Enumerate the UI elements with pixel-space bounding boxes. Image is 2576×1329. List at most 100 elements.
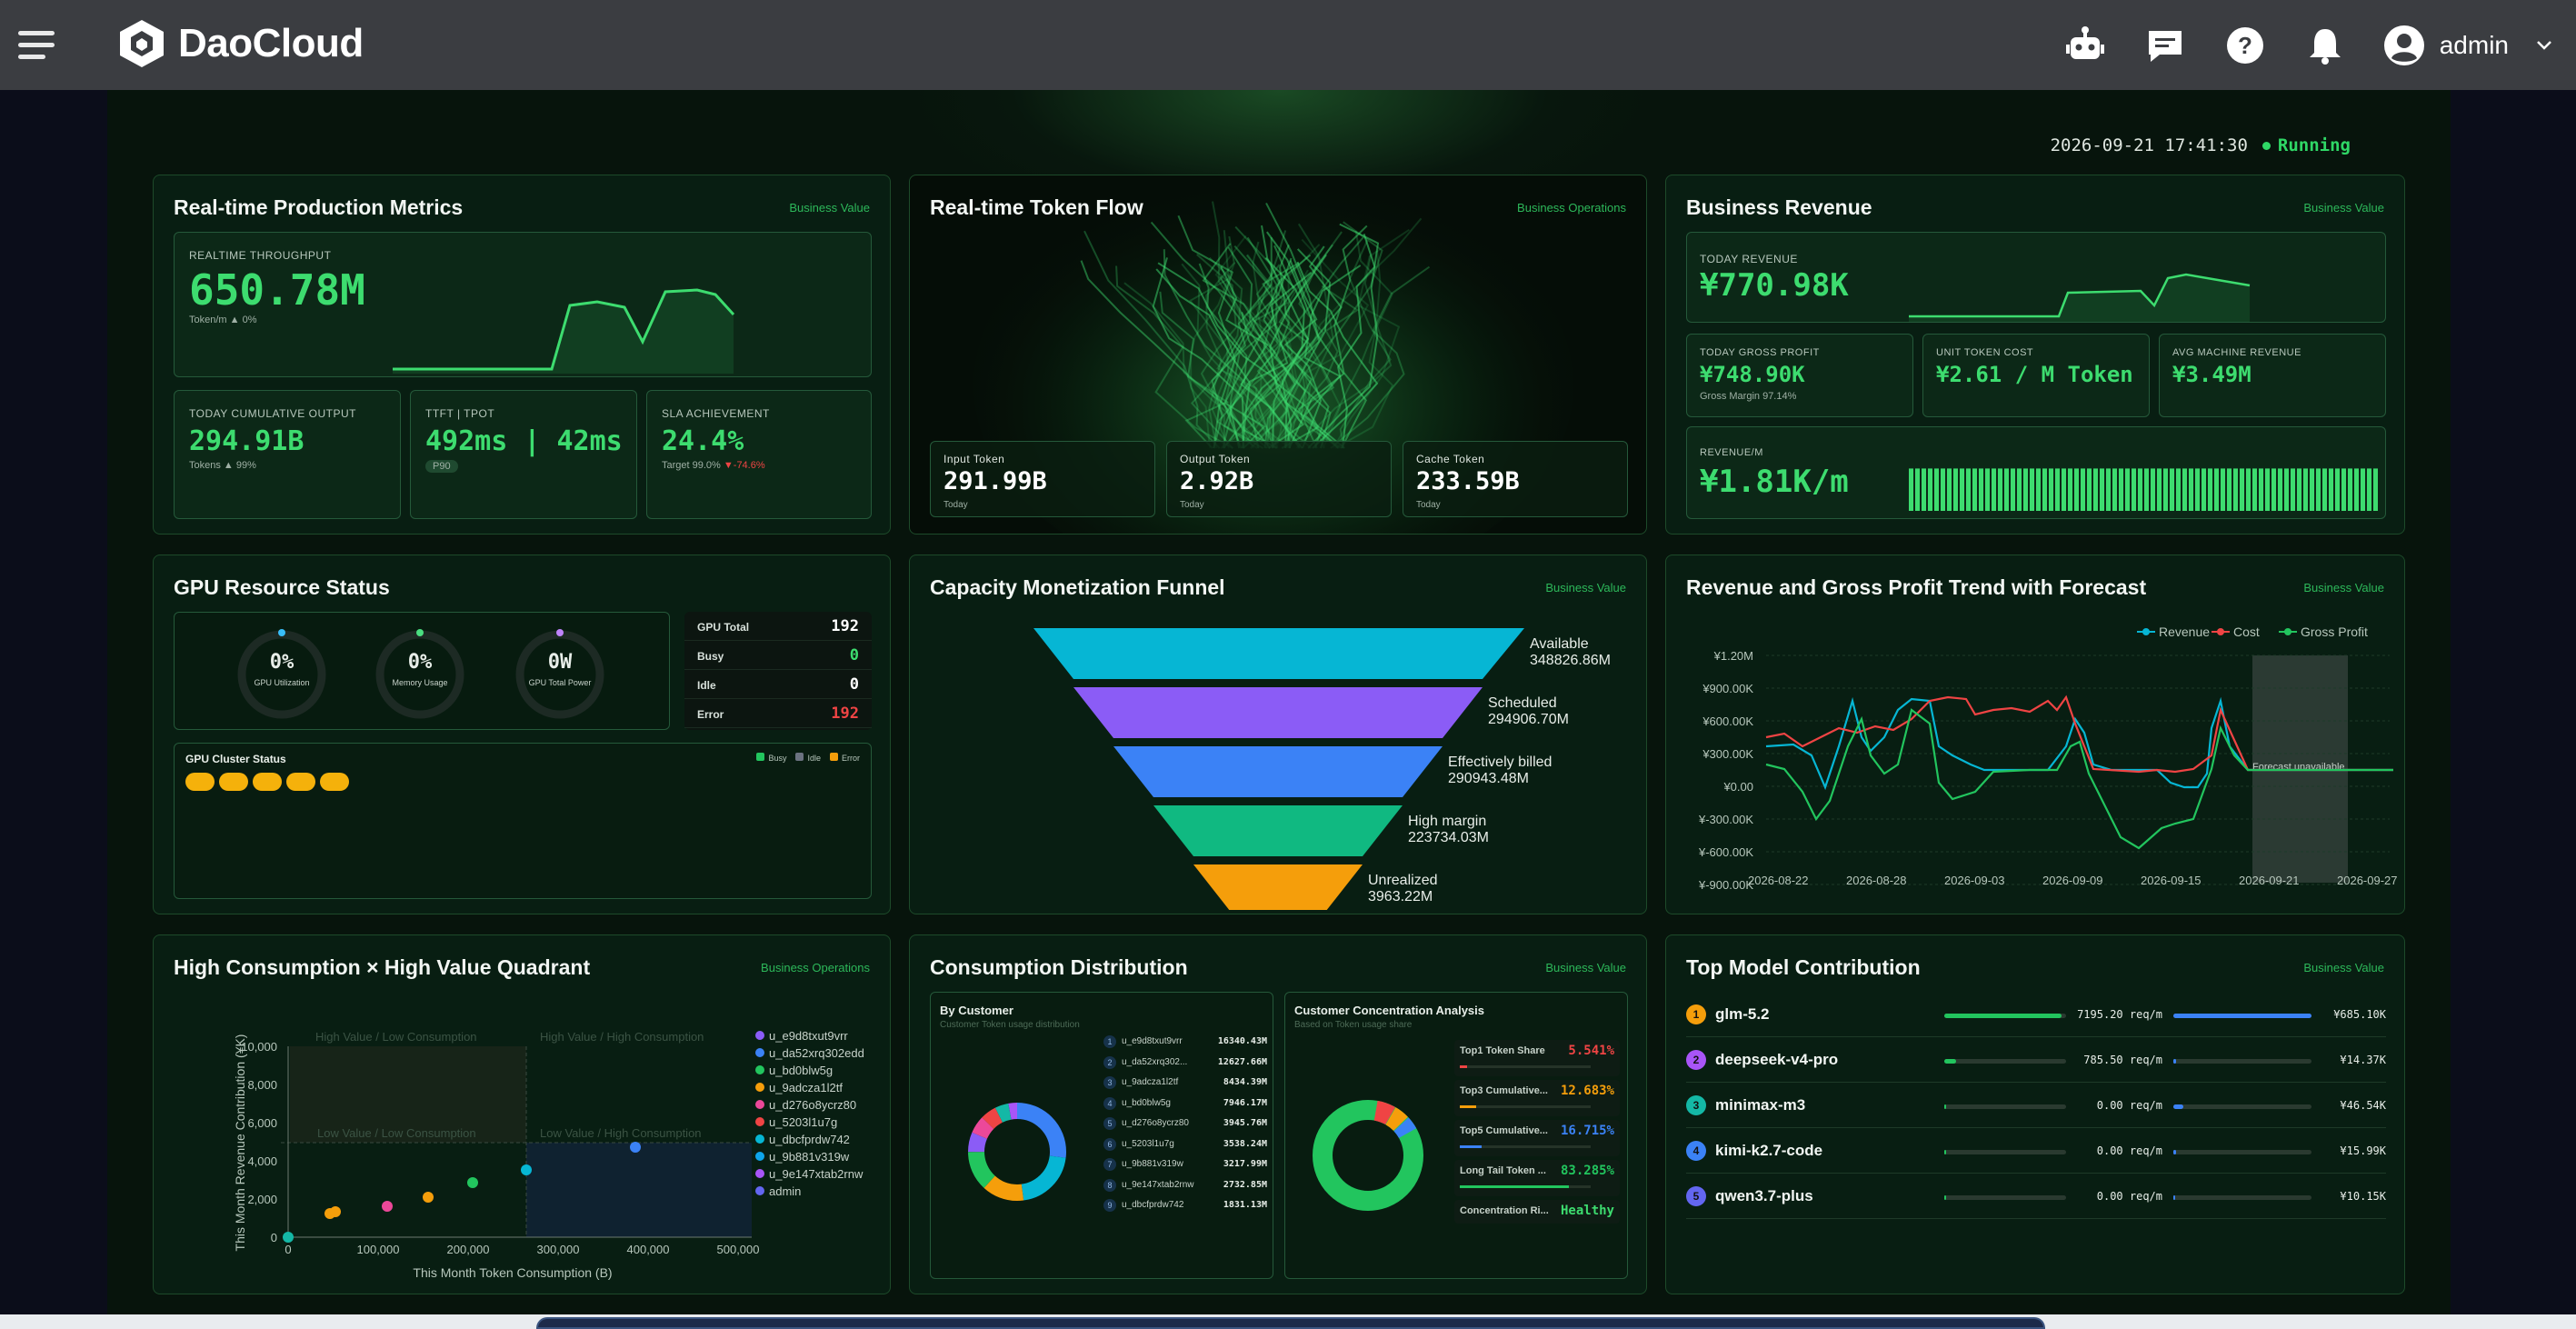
notification-bell-icon[interactable] — [2303, 24, 2347, 67]
concentration-row: Long Tail Token ... 83.285% — [1454, 1160, 1620, 1196]
concentration-label: Long Tail Token ... — [1460, 1165, 1546, 1176]
cache-token-label: Cache Token — [1416, 453, 1485, 465]
funnel-stage-name: Scheduled — [1488, 695, 1557, 711]
customer-row[interactable]: 6 u_5203l1u7g 3538.24M — [1103, 1135, 1267, 1154]
flow-branch — [1225, 255, 1284, 449]
gpu-node-error[interactable] — [219, 773, 248, 791]
revenue-per-minute-value: ¥1.81K/m — [1700, 464, 1849, 500]
gpu-node-error[interactable] — [320, 773, 349, 791]
chevron-down-icon[interactable] — [2536, 40, 2552, 51]
revenue-bar-fill — [2173, 1014, 2311, 1018]
customer-row[interactable]: 1 u_e9d8txut9vrr 16340.43M — [1103, 1033, 1267, 1052]
revenue-bar — [2093, 468, 2098, 511]
message-icon[interactable] — [2143, 24, 2187, 67]
revenue-bar — [2310, 468, 2314, 511]
flow-branch — [1265, 202, 1330, 449]
panel-title: GPU Resource Status — [174, 575, 390, 599]
output-token-label: Output Token — [1180, 453, 1251, 465]
model-row[interactable]: 1 glm-5.2 7195.20 req/m ¥685.10K — [1686, 992, 2386, 1037]
model-row[interactable]: 5 qwen3.7-plus 0.00 req/m ¥10.15K — [1686, 1174, 2386, 1219]
gpu-cluster-card: GPU Cluster Status Busy Idle Error — [174, 743, 872, 899]
flow-branch — [1202, 243, 1296, 449]
funnel-stage — [1033, 628, 1524, 679]
flow-branch — [1229, 272, 1313, 449]
customer-row[interactable]: 5 u_d276o8ycrz80 3945.76M — [1103, 1114, 1267, 1134]
legend-marker — [755, 1134, 764, 1144]
help-icon[interactable]: ? — [2223, 24, 2267, 67]
concentration-row: Top1 Token Share 5.541% — [1454, 1040, 1620, 1076]
panel-title: Business Revenue — [1686, 195, 1872, 219]
customer-row[interactable]: 2 u_da52xrq302... 12627.66M — [1103, 1054, 1267, 1073]
flow-branch — [1339, 240, 1392, 449]
x-tick-label: 2026-09-27 — [2337, 874, 2398, 887]
revenue-bar — [2252, 468, 2257, 511]
gross-profit-value: ¥748.90K — [1700, 362, 1805, 387]
request-bar-track — [1944, 1104, 2066, 1109]
model-requests: 7195.20 req/m — [2077, 1008, 2162, 1021]
customer-usage: 8434.39M — [1223, 1077, 1267, 1087]
panel-title: Capacity Monetization Funnel — [930, 575, 1225, 599]
concentration-value: 83.285% — [1560, 1164, 1614, 1178]
customer-usage: 1831.13M — [1223, 1200, 1267, 1210]
by-customer-card: By Customer Customer Token usage distrib… — [930, 992, 1273, 1279]
panel-tag: Business Value — [2303, 581, 2384, 595]
gpu-node-error[interactable] — [253, 773, 282, 791]
customer-row[interactable]: 4 u_bd0blw5g 7946.17M — [1103, 1094, 1267, 1114]
x-tick-label: 200,000 — [447, 1243, 490, 1256]
quadrant-bg — [290, 1046, 526, 1143]
funnel-stage-name: High margin — [1408, 814, 1486, 829]
model-name: deepseek-v4-pro — [1715, 1051, 1839, 1068]
legend-marker — [755, 1083, 764, 1092]
model-row[interactable]: 3 minimax-m3 0.00 req/m ¥46.54K — [1686, 1083, 2386, 1128]
revenue-bar — [1979, 468, 1983, 511]
customer-usage: 16340.43M — [1217, 1036, 1267, 1046]
legend-error: Error — [842, 754, 860, 763]
customer-row[interactable]: 3 u_9adcza1l2tf 8434.39M — [1103, 1074, 1267, 1093]
gpu-node-error[interactable] — [286, 773, 315, 791]
legend-label: u_e9d8txut9vrr — [769, 1029, 848, 1043]
panel-tag: Business Operations — [1517, 201, 1626, 215]
brand-logo[interactable]: DaoCloud — [115, 16, 364, 71]
funnel-stage-name: Unrealized — [1368, 873, 1437, 888]
gpu-node-error[interactable] — [185, 773, 215, 791]
revenue-bar — [1922, 468, 1926, 511]
avatar-icon — [2383, 25, 2424, 65]
robot-icon[interactable] — [2063, 24, 2107, 67]
model-row[interactable]: 2 deepseek-v4-pro 785.50 req/m ¥14.37K — [1686, 1037, 2386, 1083]
throughput-sparkline — [393, 288, 735, 374]
request-bar-fill — [1944, 1059, 1957, 1064]
customer-rank: 3 — [1103, 1076, 1116, 1089]
revenue-bar-fill — [2173, 1104, 2183, 1109]
flow-branch — [1330, 265, 1431, 449]
quadrant-panel: High Consumption × High Value Quadrant B… — [153, 934, 891, 1294]
customer-row[interactable]: 8 u_9e147xtab2rnw 2732.85M — [1103, 1176, 1267, 1195]
user-menu[interactable]: admin — [2383, 25, 2552, 66]
customer-rank: 1 — [1103, 1035, 1116, 1048]
revenue-bar — [1960, 468, 1964, 511]
model-rank: 1 — [1686, 1004, 1706, 1024]
flow-branch — [1211, 237, 1273, 449]
legend-label: Cost — [2233, 625, 2260, 639]
revenue-bar — [2322, 468, 2327, 511]
revenue-bar — [2074, 468, 2079, 511]
customer-usage: 3217.99M — [1223, 1159, 1267, 1169]
revenue-bar — [2195, 468, 2200, 511]
output-label: TODAY CUMULATIVE OUTPUT — [189, 407, 356, 420]
y-tick-label: 2,000 — [247, 1193, 277, 1206]
concentration-metrics: Top1 Token Share 5.541% Top3 Cumulative...… — [1454, 1040, 1620, 1224]
menu-icon[interactable] — [18, 31, 55, 60]
legend-label: u_bd0blw5g — [769, 1064, 833, 1077]
revenue-per-minute-label: REVENUE/M — [1700, 447, 1763, 458]
customer-name: u_9e147xtab2rnw — [1122, 1179, 1194, 1190]
panel-tag: Business Value — [2303, 961, 2384, 974]
unit-cost-label: UNIT TOKEN COST — [1936, 347, 2034, 358]
flow-branch — [1220, 265, 1303, 449]
customer-row[interactable]: 9 u_dbcfprdw742 1831.13M — [1103, 1196, 1267, 1215]
customer-row[interactable]: 7 u_9b881v319w 3217.99M — [1103, 1155, 1267, 1174]
scatter-point — [630, 1142, 641, 1153]
request-bar-fill — [1944, 1104, 1946, 1109]
model-row[interactable]: 4 kimi-k2.7-code 0.00 req/m ¥15.99K — [1686, 1128, 2386, 1174]
y-tick-label: ¥900.00K — [1702, 682, 1753, 695]
legend-label: u_da52xrq302edd — [769, 1046, 864, 1060]
revenue-bar-track — [2173, 1195, 2311, 1200]
